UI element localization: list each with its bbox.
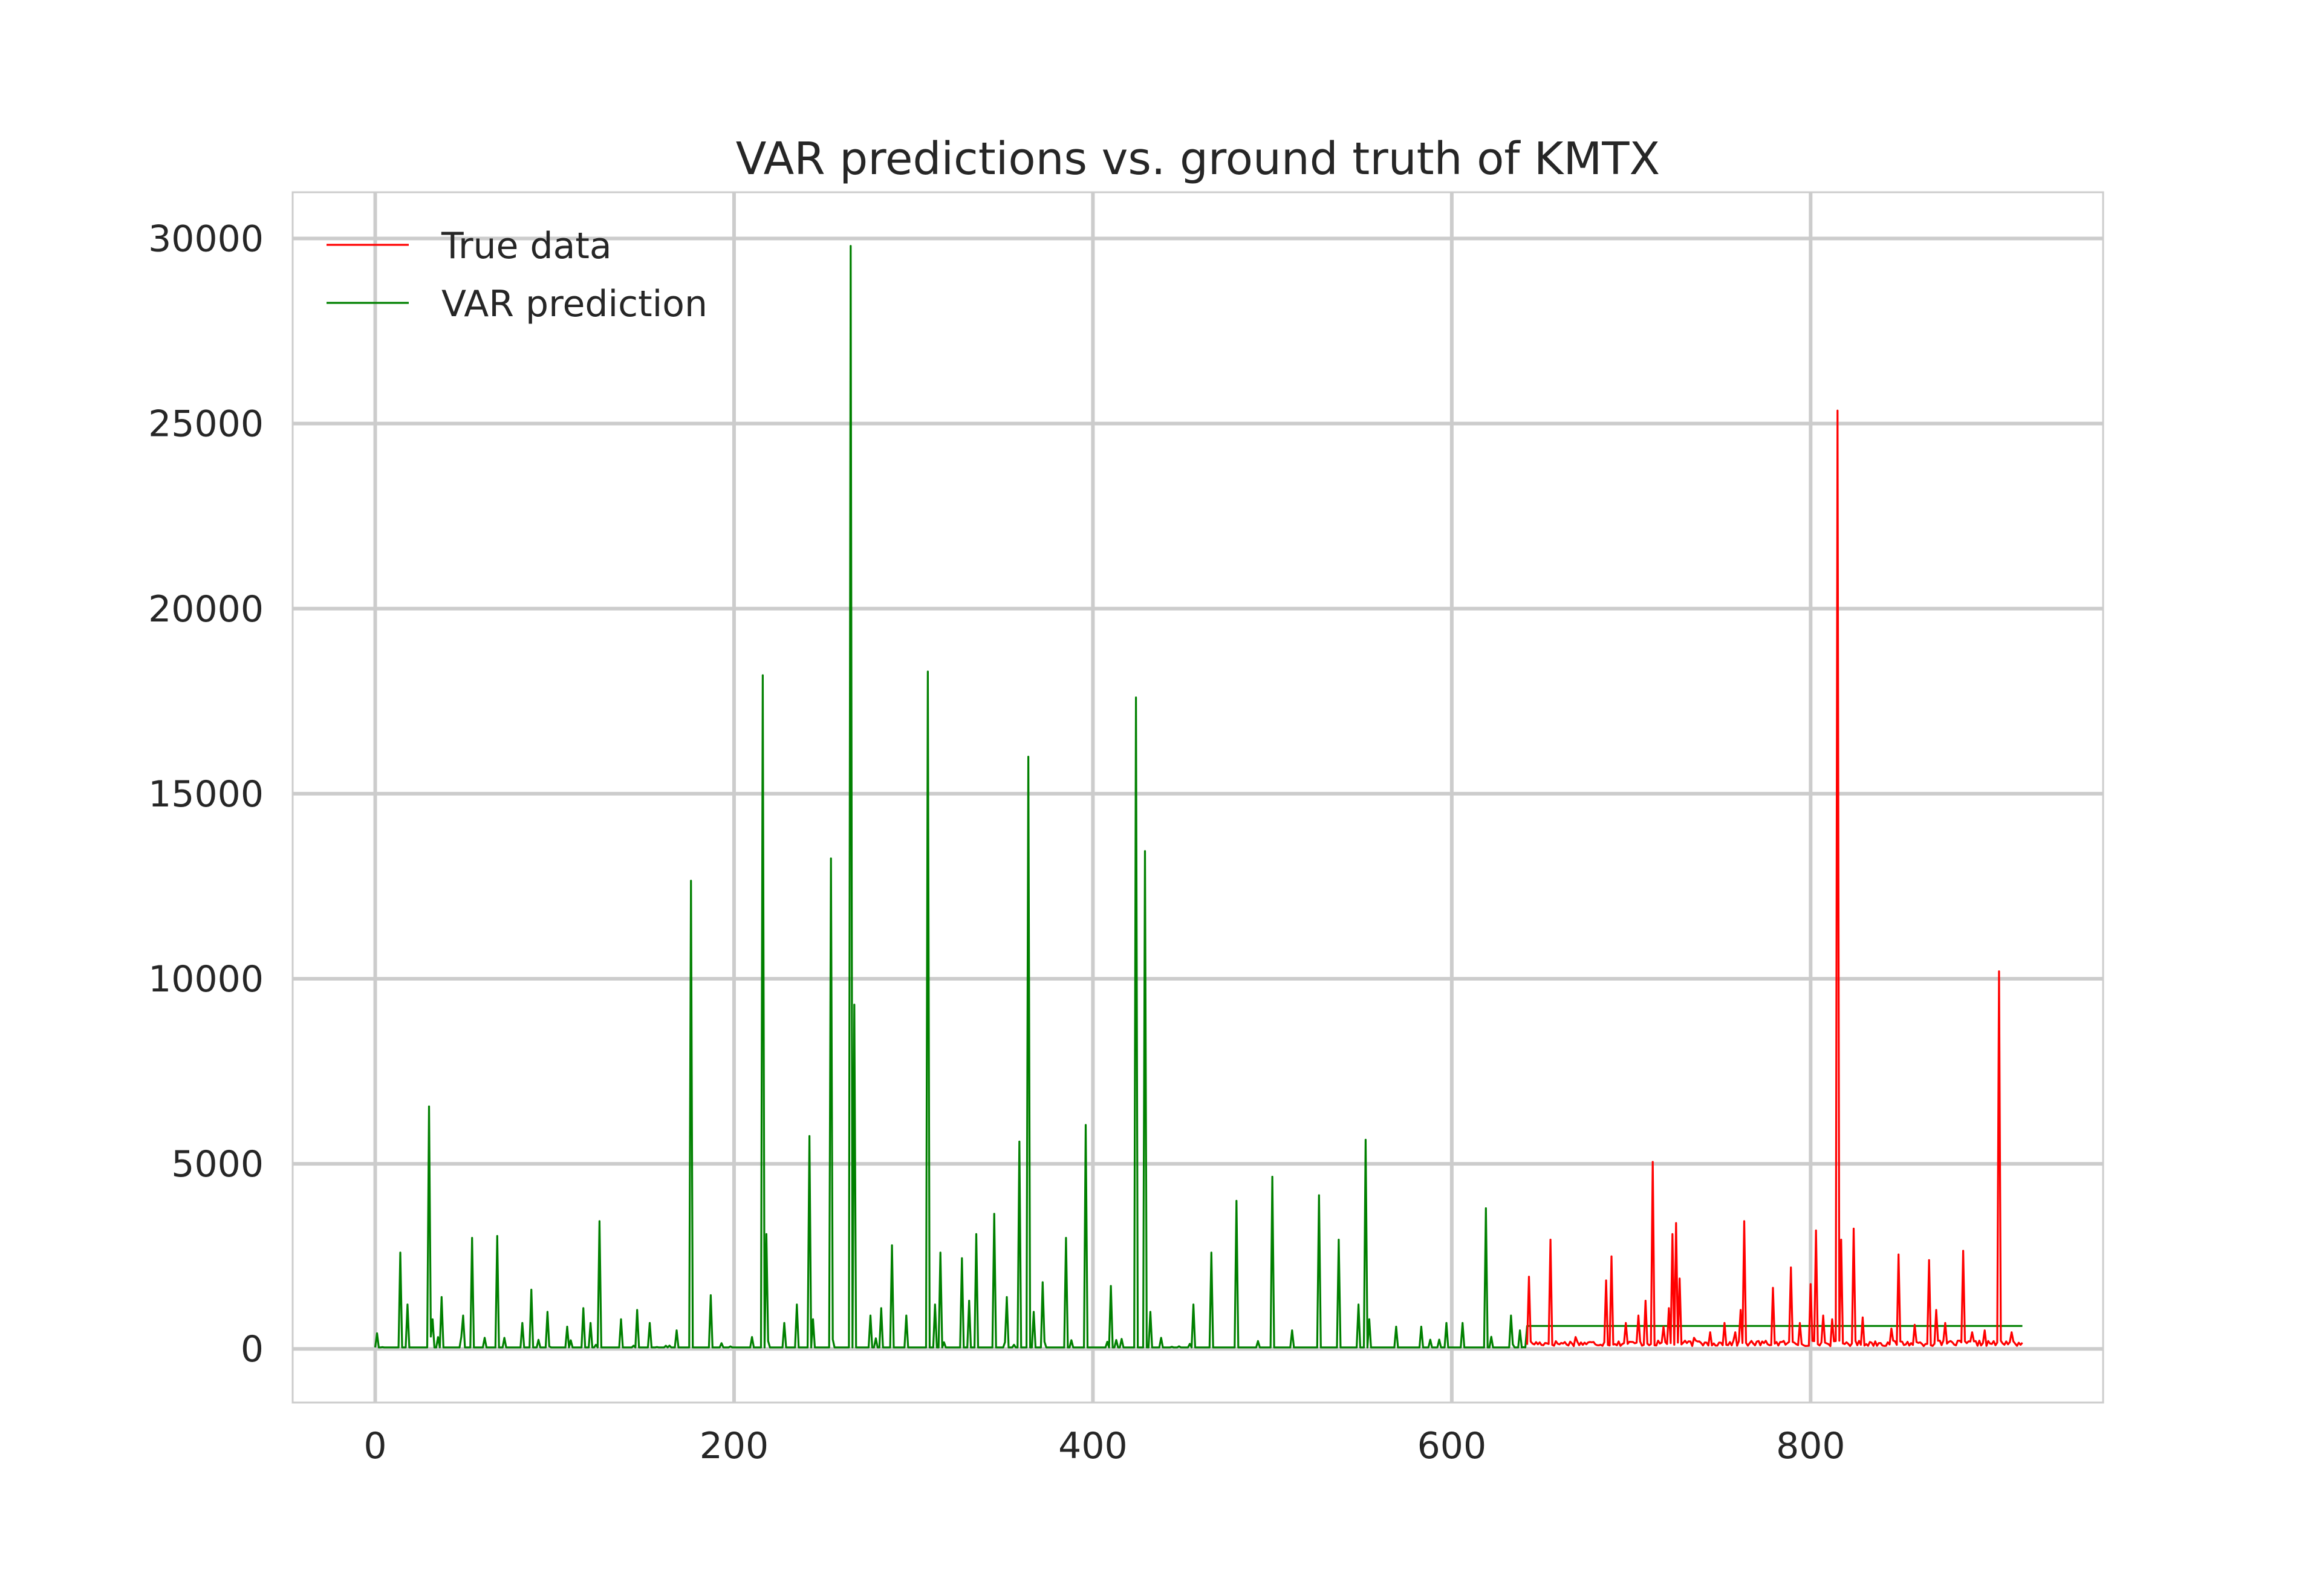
plot-background [291,191,2104,1404]
x-tick-label: 200 [700,1425,769,1467]
y-tick-label: 0 [241,1328,264,1371]
x-gridlines [373,192,1813,1403]
x-tick-label: 600 [1417,1425,1487,1467]
y-tick-label: 25000 [148,403,264,446]
y-tick-label: 30000 [148,218,264,261]
y-axis-ticks: 0 5000 10000 15000 20000 25000 30000 [148,218,264,1371]
y-tick-label: 5000 [171,1143,264,1186]
y-tick-label: 15000 [148,773,264,816]
legend-label: True data [441,225,612,267]
x-tick-label: 400 [1058,1425,1128,1467]
x-axis-ticks: 0 200 400 600 800 [363,1425,1845,1467]
y-tick-label: 10000 [148,958,264,1001]
series-layer [374,245,2023,1349]
y-gridlines [293,236,2103,1351]
y-tick-label: 20000 [148,588,264,631]
series-line-true-data [1526,409,2023,1348]
x-tick-label: 800 [1776,1425,1846,1467]
legend-label: VAR prediction [441,283,707,325]
chart-title: VAR predictions vs. ground truth of KMTX [736,133,1660,185]
legend: True data VAR prediction [327,225,707,325]
x-tick-label: 0 [363,1425,386,1467]
series-line-var-prediction [374,245,2023,1349]
